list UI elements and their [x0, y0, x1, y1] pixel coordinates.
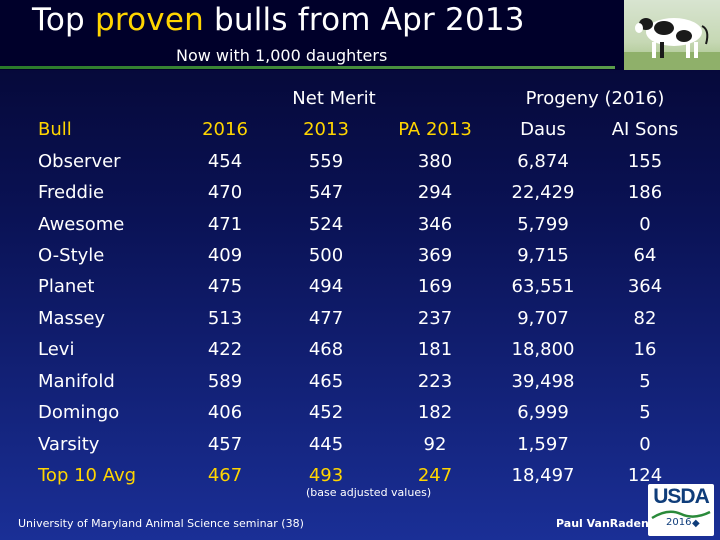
pa2013-value: 346 — [417, 214, 453, 235]
nm2013-value: 465 — [308, 371, 344, 392]
nm2013-value: 500 — [308, 245, 344, 266]
pa2013-value: 237 — [417, 308, 453, 329]
nm2016-value: 513 — [207, 308, 243, 329]
title-bar — [0, 0, 720, 70]
footer-author: Paul VanRaden — [556, 517, 649, 530]
ai-sons-value: 16 — [633, 339, 657, 360]
usda-hill-icon — [651, 510, 711, 520]
daus-value: 1,597 — [517, 434, 569, 455]
avg-nm2013-value: 493 — [308, 465, 344, 486]
nm2016-value: 409 — [207, 245, 243, 266]
nm2016-value: 454 — [207, 151, 243, 172]
nm2016-value: 422 — [207, 339, 243, 360]
ai-sons-value: 5 — [639, 371, 651, 392]
nm2013-value: 445 — [308, 434, 344, 455]
daus-value: 22,429 — [511, 182, 575, 203]
cow-photo — [624, 0, 720, 70]
bull-name: Freddie — [38, 182, 105, 203]
usda-year: 2016 — [666, 517, 692, 528]
avg-nm2016-value: 467 — [207, 465, 243, 486]
average-label: Top 10 Avg — [38, 465, 137, 486]
nm2013-value: 452 — [308, 402, 344, 423]
ai-sons-value: 0 — [639, 434, 651, 455]
daus-value: 6,999 — [517, 402, 569, 423]
nm2013-value: 559 — [308, 151, 344, 172]
daus-value: 18,800 — [511, 339, 575, 360]
nm2013-value: 468 — [308, 339, 344, 360]
pa2013-value: 169 — [417, 276, 453, 297]
daus-value: 63,551 — [511, 276, 575, 297]
daus-value: 9,715 — [517, 245, 569, 266]
pa2013-value: 223 — [417, 371, 453, 392]
pa2013-value: 181 — [417, 339, 453, 360]
usda-logo: USDA 2016 ◆ — [648, 484, 714, 536]
cdcb-mark-icon: ◆ — [692, 518, 700, 529]
col-header-nm2013: 2013 — [303, 119, 349, 140]
bull-name: Manifold — [38, 371, 115, 392]
daus-value: 5,799 — [517, 214, 569, 235]
bull-name: Massey — [38, 308, 106, 329]
nm2013-value: 524 — [308, 214, 344, 235]
ai-sons-value: 155 — [627, 151, 663, 172]
bull-name: O-Style — [38, 245, 105, 266]
ai-sons-value: 364 — [627, 276, 663, 297]
col-header-daus: Daus — [520, 119, 566, 140]
col-header-pa2013: PA 2013 — [398, 119, 472, 140]
avg-ai-sons-value: 124 — [627, 465, 663, 486]
pa2013-value: 294 — [417, 182, 453, 203]
progeny-group-header: Progeny (2016) — [525, 88, 665, 109]
avg-pa2013-value: 247 — [417, 465, 453, 486]
ai-sons-value: 186 — [627, 182, 663, 203]
pa2013-value: 380 — [417, 151, 453, 172]
nm2013-value: 477 — [308, 308, 344, 329]
bull-name: Domingo — [38, 402, 120, 423]
footer-seminar: University of Maryland Animal Science se… — [18, 517, 304, 530]
ai-sons-value: 5 — [639, 402, 651, 423]
usda-logo-text: USDA — [653, 485, 710, 508]
pa2013-value: 369 — [417, 245, 453, 266]
nm2016-value: 406 — [207, 402, 243, 423]
nm2016-value: 475 — [207, 276, 243, 297]
bull-name: Awesome — [38, 214, 125, 235]
nm2013-value: 547 — [308, 182, 344, 203]
col-header-nm2016: 2016 — [202, 119, 248, 140]
col-header-ai-sons: AI Sons — [611, 119, 679, 140]
title-highlight: proven — [94, 2, 204, 38]
bull-name: Planet — [38, 276, 95, 297]
nm2013-value: 494 — [308, 276, 344, 297]
avg-daus-value: 18,497 — [511, 465, 575, 486]
bull-name: Observer — [38, 151, 121, 172]
nm2016-value: 589 — [207, 371, 243, 392]
nm2016-value: 457 — [207, 434, 243, 455]
col-header-bull: Bull — [38, 119, 72, 140]
daus-value: 9,707 — [517, 308, 569, 329]
nm2016-value: 470 — [207, 182, 243, 203]
net-merit-group-header: Net Merit — [292, 88, 376, 109]
daus-value: 39,498 — [511, 371, 575, 392]
daus-value: 6,874 — [517, 151, 569, 172]
pa2013-value: 182 — [417, 402, 453, 423]
ai-sons-value: 82 — [633, 308, 657, 329]
bull-name: Varsity — [38, 434, 100, 455]
ai-sons-value: 0 — [639, 214, 651, 235]
nm2016-value: 471 — [207, 214, 243, 235]
table-footnote: (base adjusted values) — [306, 486, 432, 499]
slide-subtitle: Now with 1,000 daughters — [176, 46, 388, 65]
ai-sons-value: 64 — [633, 245, 657, 266]
title-rule — [0, 66, 615, 69]
holstein-cow-icon — [624, 18, 720, 70]
slide-title: Top proven bulls from Apr 2013 — [32, 2, 525, 38]
bull-name: Levi — [38, 339, 75, 360]
pa2013-value: 92 — [423, 434, 447, 455]
